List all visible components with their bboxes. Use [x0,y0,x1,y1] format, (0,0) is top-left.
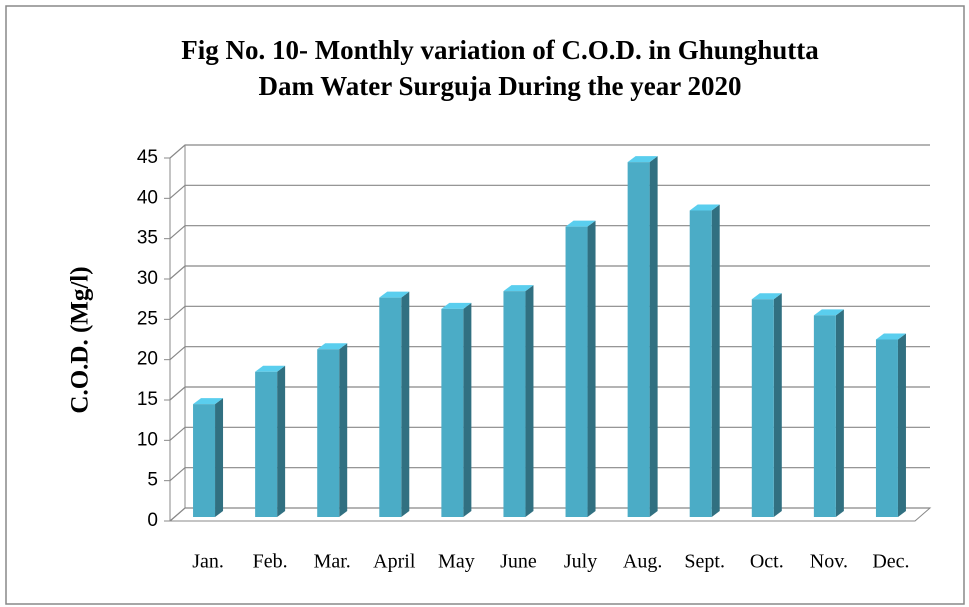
x-tick-label: July [564,551,597,573]
x-tick-label: Sept. [684,551,725,573]
bar-front [689,210,712,517]
y-tick-label: 5 [147,470,158,491]
bar-top [875,333,906,340]
grid-line [169,144,930,159]
grid-line [169,184,930,199]
bar [813,309,844,517]
bar [751,293,782,517]
x-tick-label: Oct. [750,551,784,573]
bar-side [649,156,658,518]
bar-front [255,371,278,517]
bar-front [379,297,402,517]
x-tick-label: June [500,551,537,573]
grid-line [169,426,930,441]
x-tick-label: Nov. [810,551,848,573]
x-tick-label: Dec. [872,551,909,573]
bar [193,398,224,517]
bar-top [627,156,658,163]
bar [689,204,720,517]
x-tick-label: Feb. [253,551,288,573]
bar-side [773,293,782,517]
y-tick-label: 20 [137,349,158,370]
bar-side [277,365,286,517]
bar-front [627,162,650,518]
y-tick-label: 45 [137,147,158,168]
bar [503,285,534,517]
grid-line [169,467,930,482]
bar-top [255,365,286,372]
y-tick-label: 25 [137,308,158,329]
bar-side [835,309,844,517]
x-tick-label: April [373,551,416,573]
floor [168,507,932,522]
y-tick-label: 15 [137,389,158,410]
bar-top [379,291,410,298]
x-tick-label: May [438,551,475,573]
chart-title: Dam Water Surguja During the year 2020 [259,71,742,101]
y-tick-label: 30 [137,268,158,289]
bar-side [587,220,596,517]
bar-top [813,309,844,316]
grid-line [169,346,930,361]
bar-side [463,302,472,517]
y-tick-label: 0 [147,510,158,531]
bar-side [339,343,348,517]
grid-line [169,265,930,280]
bar-top [193,398,224,405]
chart-frame [5,5,965,605]
bar [565,220,596,517]
bar-side [711,204,720,517]
bar-side [215,398,224,517]
bar-front [503,291,526,517]
bar [379,291,410,517]
y-axis-label: C.O.D. (Mg/l) [67,266,94,413]
x-tick-label: Mar. [314,551,351,573]
bar-top [565,220,596,227]
x-tick-label: Jan. [192,551,224,573]
bar-side [401,291,410,517]
bar-front [441,308,464,517]
bar-front [751,299,774,517]
bar-top [751,293,782,300]
grid-line [169,225,930,240]
bar-front [317,349,340,517]
bar [441,302,472,517]
bar-top [317,343,348,350]
y-tick-label: 10 [137,429,158,450]
grid-line [169,305,930,320]
bar-front [875,339,898,517]
grid-line [169,386,930,401]
bar-top [441,302,472,309]
chart-title: Fig No. 10- Monthly variation of C.O.D. … [181,35,819,65]
bar-side [897,333,906,517]
y-tick-label: 35 [137,228,158,249]
bar [255,365,286,517]
bar-front [565,226,588,517]
bar [875,333,906,517]
bar-front [813,315,836,517]
bar-side [525,285,534,517]
bar [627,156,658,518]
x-tick-label: Aug. [623,551,662,573]
bar-front [193,404,216,517]
bar-top [689,204,720,211]
bar [317,343,348,517]
y-tick-label: 40 [137,187,158,208]
bar-top [503,285,534,292]
